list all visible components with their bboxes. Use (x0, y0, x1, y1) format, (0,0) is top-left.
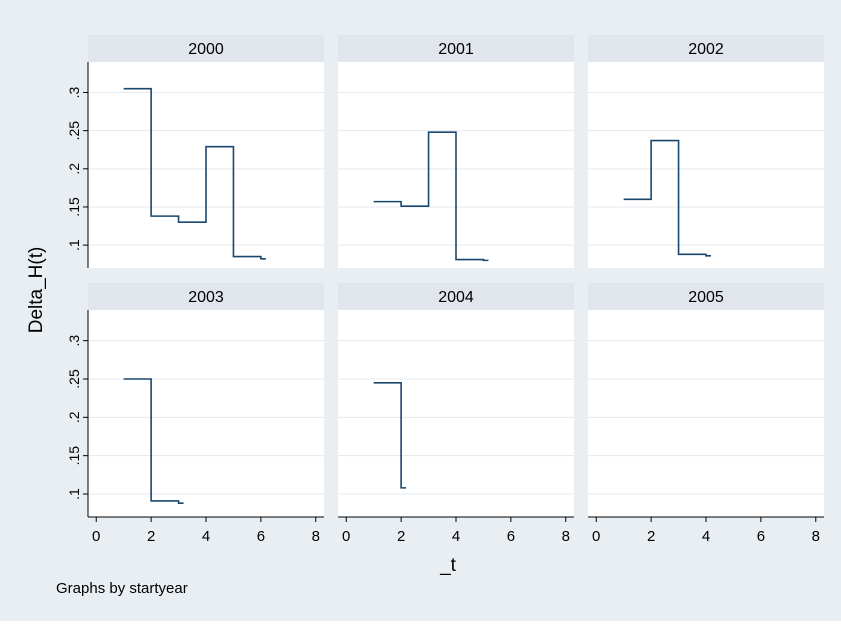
y-axis-label: Delta_H(t) (26, 247, 47, 334)
y-tick-label: .15 (66, 197, 82, 217)
x-axis-label: _t (439, 555, 457, 576)
y-tick-label: .3 (66, 86, 82, 98)
series-line (373, 131, 489, 262)
panel-title: 2004 (438, 289, 474, 306)
series-line (123, 378, 184, 504)
x-tick-label: 2 (647, 528, 655, 545)
x-tick-label: 4 (202, 528, 210, 545)
y-tick-label: .2 (66, 411, 82, 423)
x-tick-label: 0 (592, 528, 600, 545)
x-tick-label: 0 (342, 528, 350, 545)
series-line (373, 382, 407, 489)
panel-title: 2005 (688, 289, 724, 306)
x-tick-label: 4 (452, 528, 460, 545)
panel-strip (338, 283, 574, 310)
x-tick-label: 8 (312, 528, 320, 545)
series-line (623, 139, 711, 257)
y-tick-label: .25 (66, 121, 82, 141)
x-tick-label: 2 (397, 528, 405, 545)
panel-strip (88, 35, 324, 62)
graph-note: Graphs by startyear (56, 580, 188, 597)
y-tick-label: .1 (66, 239, 82, 251)
plot-area (338, 310, 574, 517)
panel-2003: 2003 .1 .15 .2 .25 .3 0 2 4 6 8 (66, 283, 324, 545)
panel-2005: 2005 0 2 4 6 8 (588, 283, 824, 545)
x-tick-label: 4 (702, 528, 710, 545)
plot-area (88, 310, 324, 517)
panel-title: 2002 (688, 41, 724, 58)
panel-2004: 2004 0 2 4 6 8 (338, 283, 574, 545)
y-tick-label: .3 (66, 335, 82, 347)
panel-strip (338, 35, 574, 62)
panel-2002: 2002 (588, 35, 824, 268)
panel-2000: 2000 .1 .15 .2 .25 .3 (66, 35, 324, 268)
x-tick-label: 6 (507, 528, 515, 545)
x-tick-label: 2 (147, 528, 155, 545)
y-tick-label: .15 (66, 446, 82, 466)
panel-2001: 2001 (338, 35, 574, 268)
panel-title: 2000 (188, 41, 224, 58)
panel-title: 2003 (188, 289, 224, 306)
series-line (123, 87, 266, 260)
x-tick-label: 0 (92, 528, 100, 545)
panel-strip (588, 35, 824, 62)
x-tick-label: 8 (812, 528, 820, 545)
x-tick-label: 6 (257, 528, 265, 545)
plot-area (588, 62, 824, 268)
x-tick-label: 8 (562, 528, 570, 545)
panel-strip (588, 283, 824, 310)
y-tick-label: .25 (66, 369, 82, 389)
panel-strip (88, 283, 324, 310)
panel-title: 2001 (438, 41, 474, 58)
x-tick-label: 6 (757, 528, 765, 545)
y-tick-label: .2 (66, 163, 82, 175)
plot-area (588, 310, 824, 517)
y-tick-label: .1 (66, 488, 82, 500)
